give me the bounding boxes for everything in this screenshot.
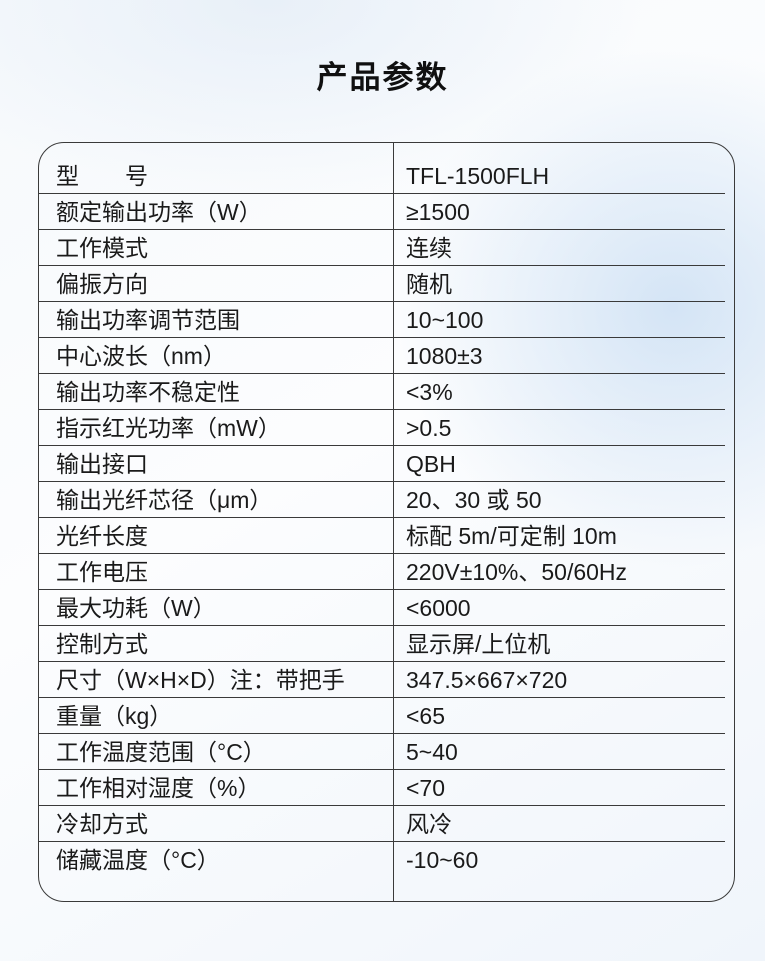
spec-label: 输出功率不稳定性	[56, 378, 240, 405]
table-row: 控制方式 显示屏/上位机	[39, 626, 734, 662]
table-row: 冷却方式 风冷	[39, 806, 734, 842]
spec-label: 指示红光功率（mW）	[56, 414, 281, 441]
table-row: 型 号 TFL-1500FLH	[39, 143, 734, 194]
table-row: 工作模式 连续	[39, 230, 734, 266]
spec-label: 储藏温度（°C）	[56, 846, 220, 873]
spec-label: 工作模式	[56, 234, 148, 261]
spec-value: 随机	[406, 270, 452, 297]
spec-value: 风冷	[406, 810, 452, 837]
column-divider	[393, 143, 394, 901]
spec-label: 尺寸（W×H×D）注：带把手	[56, 666, 345, 693]
spec-value: QBH	[406, 450, 456, 477]
spec-label: 输出光纤芯径（μm）	[56, 486, 273, 513]
spec-label: 输出功率调节范围	[56, 306, 240, 333]
spec-value: <3%	[406, 378, 453, 405]
spec-label: 冷却方式	[56, 810, 148, 837]
table-row: 工作电压 220V±10%、50/60Hz	[39, 554, 734, 590]
spec-rows: 型 号 TFL-1500FLH 额定输出功率（W） ≥1500 工作模式 连续 …	[39, 143, 734, 901]
spec-value: <6000	[406, 594, 471, 621]
spec-table: 型 号 TFL-1500FLH 额定输出功率（W） ≥1500 工作模式 连续 …	[38, 142, 735, 902]
spec-label: 工作电压	[56, 558, 148, 585]
table-row: 偏振方向 随机	[39, 266, 734, 302]
spec-value: <70	[406, 774, 446, 801]
table-row: 尺寸（W×H×D）注：带把手 347.5×667×720	[39, 662, 734, 698]
spec-value: 20、30 或 50	[406, 486, 542, 513]
spec-label: 输出接口	[56, 450, 148, 477]
spec-label: 偏振方向	[56, 270, 148, 297]
table-row: 输出光纤芯径（μm） 20、30 或 50	[39, 482, 734, 518]
table-row: 最大功耗（W） <6000	[39, 590, 734, 626]
table-row: 输出接口 QBH	[39, 446, 734, 482]
table-row: 输出功率不稳定性 <3%	[39, 374, 734, 410]
spec-label: 工作相对湿度（%）	[56, 774, 261, 801]
table-row: 工作温度范围（°C） 5~40	[39, 734, 734, 770]
spec-value: 显示屏/上位机	[406, 630, 551, 657]
spec-value: <65	[406, 702, 446, 729]
spec-value: 347.5×667×720	[406, 666, 568, 693]
spec-value: 10~100	[406, 306, 484, 333]
spec-label: 型 号	[56, 162, 148, 189]
spec-value: ≥1500	[406, 198, 470, 225]
spec-value: TFL-1500FLH	[406, 162, 550, 189]
spec-label: 重量（kg）	[56, 702, 173, 729]
table-row: 输出功率调节范围 10~100	[39, 302, 734, 338]
table-row: 重量（kg） <65	[39, 698, 734, 734]
table-row: 指示红光功率（mW） >0.5	[39, 410, 734, 446]
spec-value: 1080±3	[406, 342, 483, 369]
table-row: 额定输出功率（W） ≥1500	[39, 194, 734, 230]
spec-label: 最大功耗（W）	[56, 594, 216, 621]
table-row: 工作相对湿度（%） <70	[39, 770, 734, 806]
spec-label: 光纤长度	[56, 522, 148, 549]
table-row: 中心波长（nm） 1080±3	[39, 338, 734, 374]
table-row: 储藏温度（°C） -10~60	[39, 842, 734, 901]
spec-value: 连续	[406, 234, 452, 261]
spec-value: -10~60	[406, 846, 479, 873]
spec-value: 220V±10%、50/60Hz	[406, 558, 628, 585]
spec-label: 控制方式	[56, 630, 148, 657]
spec-value: 标配 5m/可定制 10m	[406, 522, 617, 549]
spec-label: 额定输出功率（W）	[56, 198, 262, 225]
table-row: 光纤长度 标配 5m/可定制 10m	[39, 518, 734, 554]
spec-value: 5~40	[406, 738, 458, 765]
spec-value: >0.5	[406, 414, 452, 441]
page-title: 产品参数	[316, 60, 449, 95]
spec-label: 工作温度范围（°C）	[56, 738, 266, 765]
spec-label: 中心波长（nm）	[56, 342, 226, 369]
